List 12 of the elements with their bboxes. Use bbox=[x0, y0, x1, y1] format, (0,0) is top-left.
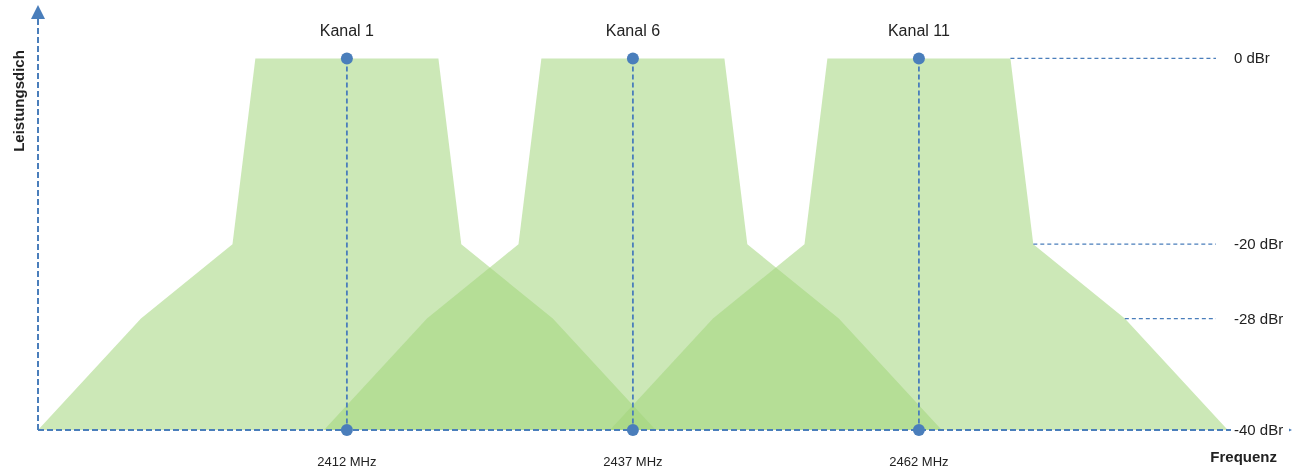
x-tick-label: 2412 MHz bbox=[317, 454, 377, 469]
ref-line-label: Kanal 11 bbox=[887, 22, 950, 40]
ref-line-label: Kanal 1 bbox=[319, 22, 375, 40]
y-tick-label: -28 dBr bbox=[1234, 309, 1284, 327]
y-tick-label: -20 dBr bbox=[1234, 235, 1284, 253]
x-tick-label: 2437 MHz bbox=[603, 454, 663, 469]
y-tick-label: 0 dBr bbox=[1234, 49, 1270, 67]
x-tick-label: 2462 MHz bbox=[889, 454, 949, 469]
x-axis-title: Frequenz bbox=[1210, 448, 1277, 465]
y-tick-label: -40 dBr bbox=[1234, 421, 1284, 438]
y-axis-title: Leistungsdich bbox=[10, 50, 27, 152]
ref-line-label: Kanal 6 bbox=[605, 22, 661, 40]
